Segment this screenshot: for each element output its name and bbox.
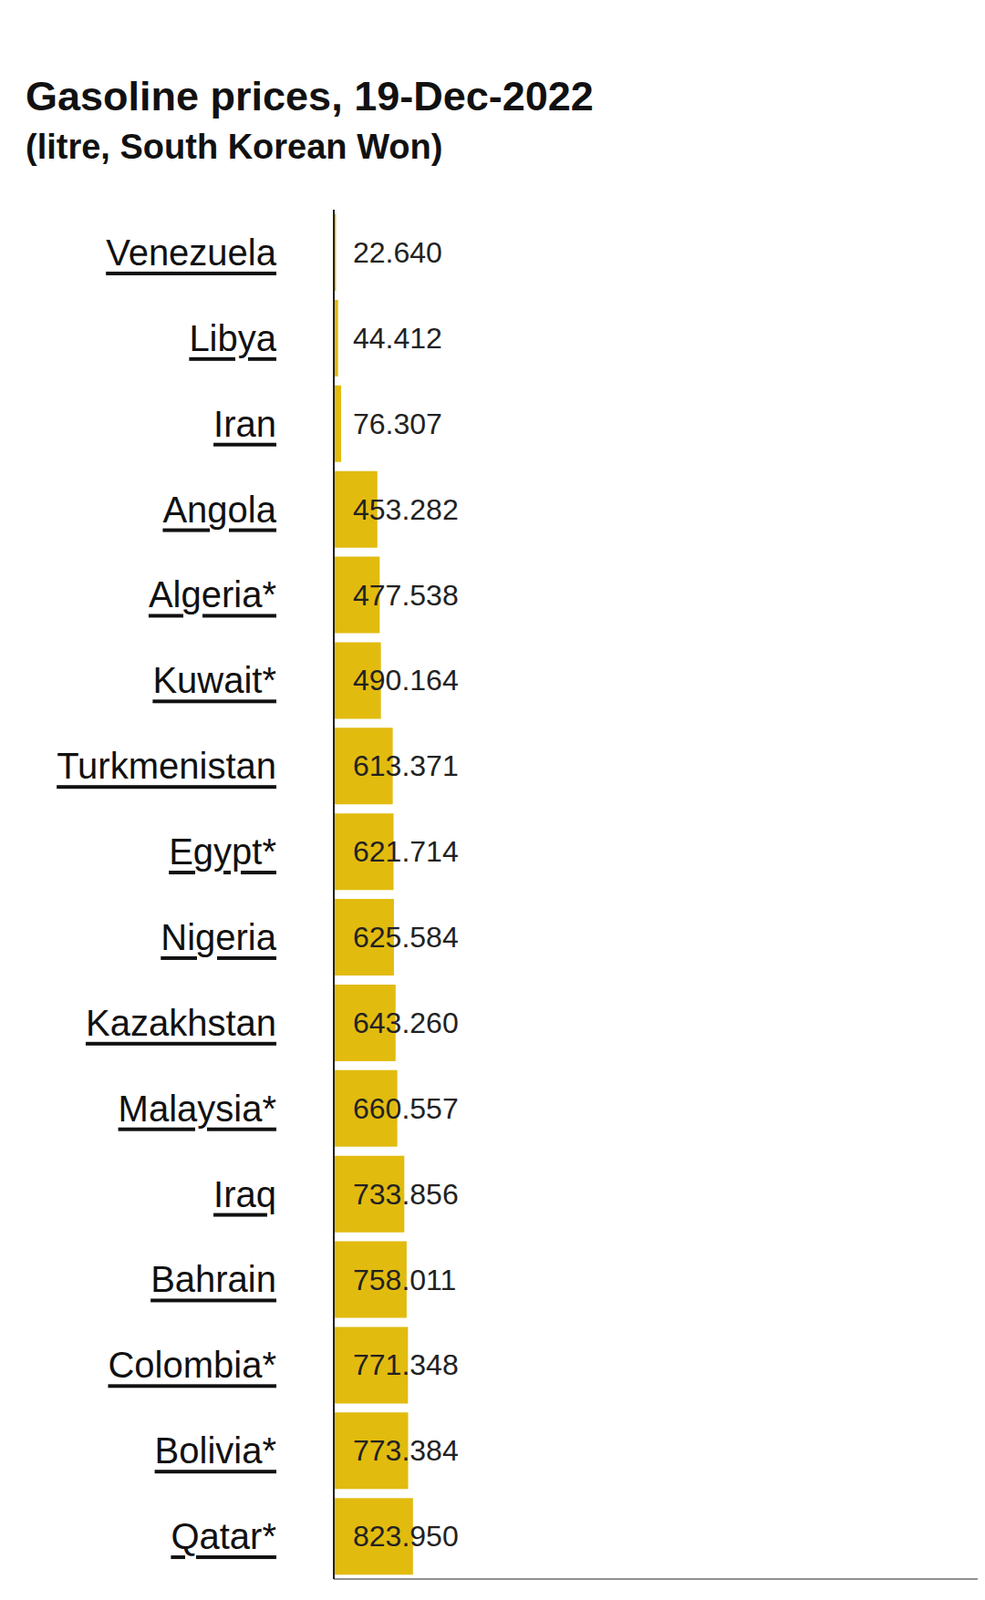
svg-text:773.384: 773.384	[352, 1434, 459, 1468]
svg-text:Malaysia*: Malaysia*	[118, 1088, 277, 1130]
svg-text:44.412: 44.412	[352, 321, 443, 355]
svg-text:Kazakhstan: Kazakhstan	[85, 1003, 277, 1044]
svg-text:621.714: 621.714	[352, 835, 459, 869]
html-text:(litre, South Korean Won): (litre, South Korean Won)	[25, 127, 443, 166]
svg-text:Egypt*: Egypt*	[168, 831, 277, 872]
svg-text:643.260: 643.260	[352, 1006, 459, 1040]
svg-text:613.371: 613.371	[352, 749, 459, 783]
svg-text:Qatar*: Qatar*	[170, 1516, 277, 1557]
svg-text:76.307: 76.307	[352, 407, 443, 441]
svg-text:660.557: 660.557	[352, 1092, 459, 1126]
svg-text:Bolivia*: Bolivia*	[155, 1430, 277, 1472]
svg-text:Bahrain: Bahrain	[150, 1259, 277, 1300]
svg-text:771.348: 771.348	[352, 1348, 459, 1382]
svg-text:Algeria*: Algeria*	[148, 574, 277, 615]
svg-text:453.282: 453.282	[352, 493, 459, 527]
svg-text:22.640: 22.640	[352, 236, 443, 270]
svg-text:Venezuela: Venezuela	[105, 232, 278, 273]
svg-text:Libya: Libya	[188, 318, 277, 359]
svg-text:758.011: 758.011	[352, 1264, 457, 1297]
svg-text:Kuwait*: Kuwait*	[152, 660, 277, 701]
svg-text:477.538: 477.538	[352, 579, 459, 612]
svg-text:Angola: Angola	[162, 489, 277, 530]
svg-text:490.164: 490.164	[352, 663, 459, 697]
svg-text:733.856: 733.856	[352, 1178, 459, 1212]
svg-text:Iran: Iran	[213, 404, 277, 445]
svg-text:Colombia*: Colombia*	[107, 1345, 277, 1386]
svg-text:625.584: 625.584	[352, 921, 459, 954]
svg-text:Turkmenistan: Turkmenistan	[56, 746, 277, 787]
svg-text:Nigeria: Nigeria	[160, 917, 277, 958]
svg-text:Iraq: Iraq	[213, 1174, 277, 1215]
html-text:Gasoline prices, 19-Dec-2022: Gasoline prices, 19-Dec-2022	[25, 72, 594, 120]
svg-text:823.950: 823.950	[352, 1520, 459, 1554]
